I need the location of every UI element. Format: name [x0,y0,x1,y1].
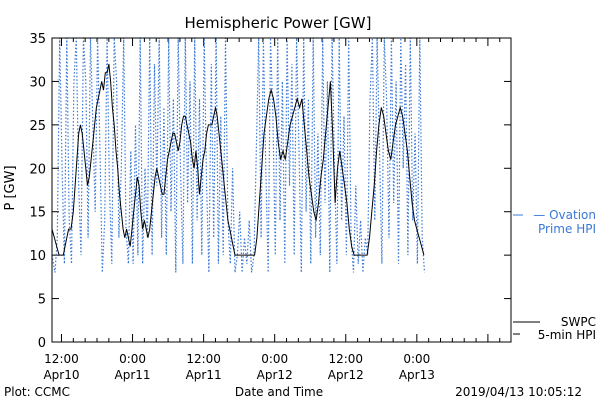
y-tick-label: 0 [38,336,46,351]
y-tick-label: 35 [29,32,46,47]
plot-frame [51,37,512,343]
x-tick-label-date: Apr11 [115,368,151,382]
y-axis-label: P [GW] [3,165,18,210]
x-tick-label-date: Apr12 [328,368,364,382]
x-tick-label-time: 12:00 [186,352,221,366]
x-tick-label-date: Apr13 [399,368,435,382]
legend-ovation-label: — Ovation [533,208,596,222]
y-tick-label: 30 [29,75,46,90]
x-tick-label-time: 0:00 [119,352,146,366]
ovation-prime-series-line [52,38,426,273]
x-tick-label-date: Apr10 [43,368,79,382]
x-tick-label-time: 0:00 [261,352,288,366]
plot-timestamp: 2019/04/13 10:05:12 [455,385,582,399]
swpc-series-line [52,63,425,256]
x-tick-label-time: 0:00 [403,352,430,366]
legend-swpc-label: SWPC [561,315,596,329]
y-tick-label: 15 [29,206,46,221]
x-tick-label-date: Apr12 [257,368,293,382]
plot-area [51,37,512,343]
legend-swpc-label: 5-min HPI [538,328,596,342]
y-axis: 0 5 10 15 20 25 30 35 [29,32,511,351]
chart-title: Hemispheric Power [GW] [185,14,372,32]
plot-credit: Plot: CCMC [4,385,70,399]
x-tick-label-time: 12:00 [44,352,79,366]
y-tick-label: 20 [29,162,46,177]
y-tick-label: 5 [38,293,46,308]
x-axis: 12:00 Apr10 0:00 Apr11 12:00 Apr11 0:00 Apr12 12… [43,38,501,382]
y-tick-label: 10 [29,249,46,264]
legend-ovation-label: Prime HPI [538,222,596,236]
x-axis-label: Date and Time [235,385,323,399]
x-tick-label-date: Apr11 [186,368,222,382]
x-tick-label-time: 12:00 [328,352,363,366]
y-tick-label: 25 [29,119,46,134]
